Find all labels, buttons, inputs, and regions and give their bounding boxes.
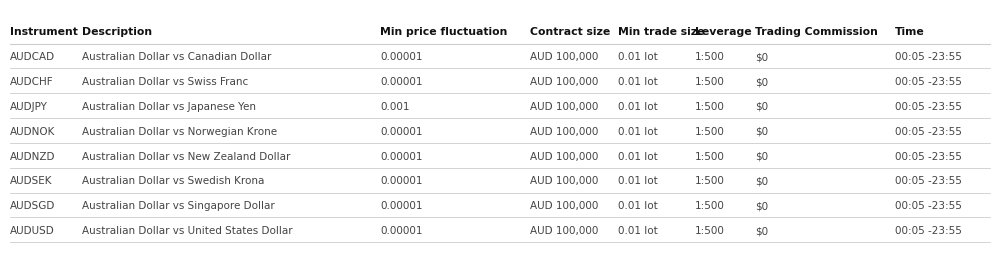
Text: 1:500: 1:500 — [695, 102, 725, 112]
Text: 0.01 lot: 0.01 lot — [618, 127, 658, 137]
Text: Time: Time — [895, 27, 925, 38]
Text: $0: $0 — [755, 151, 768, 162]
Text: 1:500: 1:500 — [695, 127, 725, 137]
Text: $0: $0 — [755, 52, 768, 62]
Text: 00:05 -23:55: 00:05 -23:55 — [895, 52, 962, 62]
Text: AUDNOK: AUDNOK — [10, 127, 55, 137]
Text: AUDJPY: AUDJPY — [10, 102, 48, 112]
Text: 1:500: 1:500 — [695, 226, 725, 236]
Text: Trading Commission: Trading Commission — [755, 27, 878, 38]
Text: Australian Dollar vs Swiss Franc: Australian Dollar vs Swiss Franc — [82, 77, 248, 87]
Text: 1:500: 1:500 — [695, 77, 725, 87]
Text: Leverage: Leverage — [695, 27, 752, 38]
Text: Description: Description — [82, 27, 152, 38]
Text: 00:05 -23:55: 00:05 -23:55 — [895, 127, 962, 137]
Text: AUD 100,000: AUD 100,000 — [530, 151, 598, 162]
Text: 0.01 lot: 0.01 lot — [618, 201, 658, 211]
Text: AUDSEK: AUDSEK — [10, 176, 52, 187]
Text: 0.01 lot: 0.01 lot — [618, 77, 658, 87]
Text: 00:05 -23:55: 00:05 -23:55 — [895, 201, 962, 211]
Text: 1:500: 1:500 — [695, 201, 725, 211]
Text: AUD 100,000: AUD 100,000 — [530, 102, 598, 112]
Text: AUD 100,000: AUD 100,000 — [530, 127, 598, 137]
Text: 0.01 lot: 0.01 lot — [618, 52, 658, 62]
Text: $0: $0 — [755, 127, 768, 137]
Text: 0.001: 0.001 — [380, 102, 410, 112]
Text: 0.00001: 0.00001 — [380, 151, 422, 162]
Text: Contract size: Contract size — [530, 27, 610, 38]
Text: 0.01 lot: 0.01 lot — [618, 176, 658, 187]
Text: 0.01 lot: 0.01 lot — [618, 102, 658, 112]
Text: 00:05 -23:55: 00:05 -23:55 — [895, 102, 962, 112]
Text: 0.00001: 0.00001 — [380, 77, 422, 87]
Text: 0.00001: 0.00001 — [380, 127, 422, 137]
Text: 0.00001: 0.00001 — [380, 52, 422, 62]
Text: 00:05 -23:55: 00:05 -23:55 — [895, 176, 962, 187]
Text: 0.00001: 0.00001 — [380, 201, 422, 211]
Text: AUDCAD: AUDCAD — [10, 52, 55, 62]
Text: Australian Dollar vs New Zealand Dollar: Australian Dollar vs New Zealand Dollar — [82, 151, 290, 162]
Text: Australian Dollar vs Canadian Dollar: Australian Dollar vs Canadian Dollar — [82, 52, 271, 62]
Text: Australian Dollar vs United States Dollar: Australian Dollar vs United States Dolla… — [82, 226, 293, 236]
Text: 0.00001: 0.00001 — [380, 226, 422, 236]
Text: $0: $0 — [755, 102, 768, 112]
Text: 00:05 -23:55: 00:05 -23:55 — [895, 77, 962, 87]
Text: Australian Dollar vs Singapore Dollar: Australian Dollar vs Singapore Dollar — [82, 201, 275, 211]
Text: $0: $0 — [755, 201, 768, 211]
Text: Australian Dollar vs Swedish Krona: Australian Dollar vs Swedish Krona — [82, 176, 264, 187]
Text: 0.01 lot: 0.01 lot — [618, 226, 658, 236]
Text: $0: $0 — [755, 226, 768, 236]
Text: AUD 100,000: AUD 100,000 — [530, 201, 598, 211]
Text: 00:05 -23:55: 00:05 -23:55 — [895, 151, 962, 162]
Text: Min trade size: Min trade size — [618, 27, 704, 38]
Text: $0: $0 — [755, 77, 768, 87]
Text: 1:500: 1:500 — [695, 52, 725, 62]
Text: 00:05 -23:55: 00:05 -23:55 — [895, 226, 962, 236]
Text: Instrument: Instrument — [10, 27, 78, 38]
Text: AUDSGD: AUDSGD — [10, 201, 55, 211]
Text: 0.00001: 0.00001 — [380, 176, 422, 187]
Text: AUD 100,000: AUD 100,000 — [530, 176, 598, 187]
Text: 1:500: 1:500 — [695, 176, 725, 187]
Text: 0.01 lot: 0.01 lot — [618, 151, 658, 162]
Text: 1:500: 1:500 — [695, 151, 725, 162]
Text: AUD 100,000: AUD 100,000 — [530, 52, 598, 62]
Text: AUD 100,000: AUD 100,000 — [530, 77, 598, 87]
Text: $0: $0 — [755, 176, 768, 187]
Text: AUD 100,000: AUD 100,000 — [530, 226, 598, 236]
Text: AUDCHF: AUDCHF — [10, 77, 54, 87]
Text: Australian Dollar vs Japanese Yen: Australian Dollar vs Japanese Yen — [82, 102, 256, 112]
Text: Australian Dollar vs Norwegian Krone: Australian Dollar vs Norwegian Krone — [82, 127, 277, 137]
Text: Min price fluctuation: Min price fluctuation — [380, 27, 507, 38]
Text: AUDNZD: AUDNZD — [10, 151, 56, 162]
Text: AUDUSD: AUDUSD — [10, 226, 55, 236]
